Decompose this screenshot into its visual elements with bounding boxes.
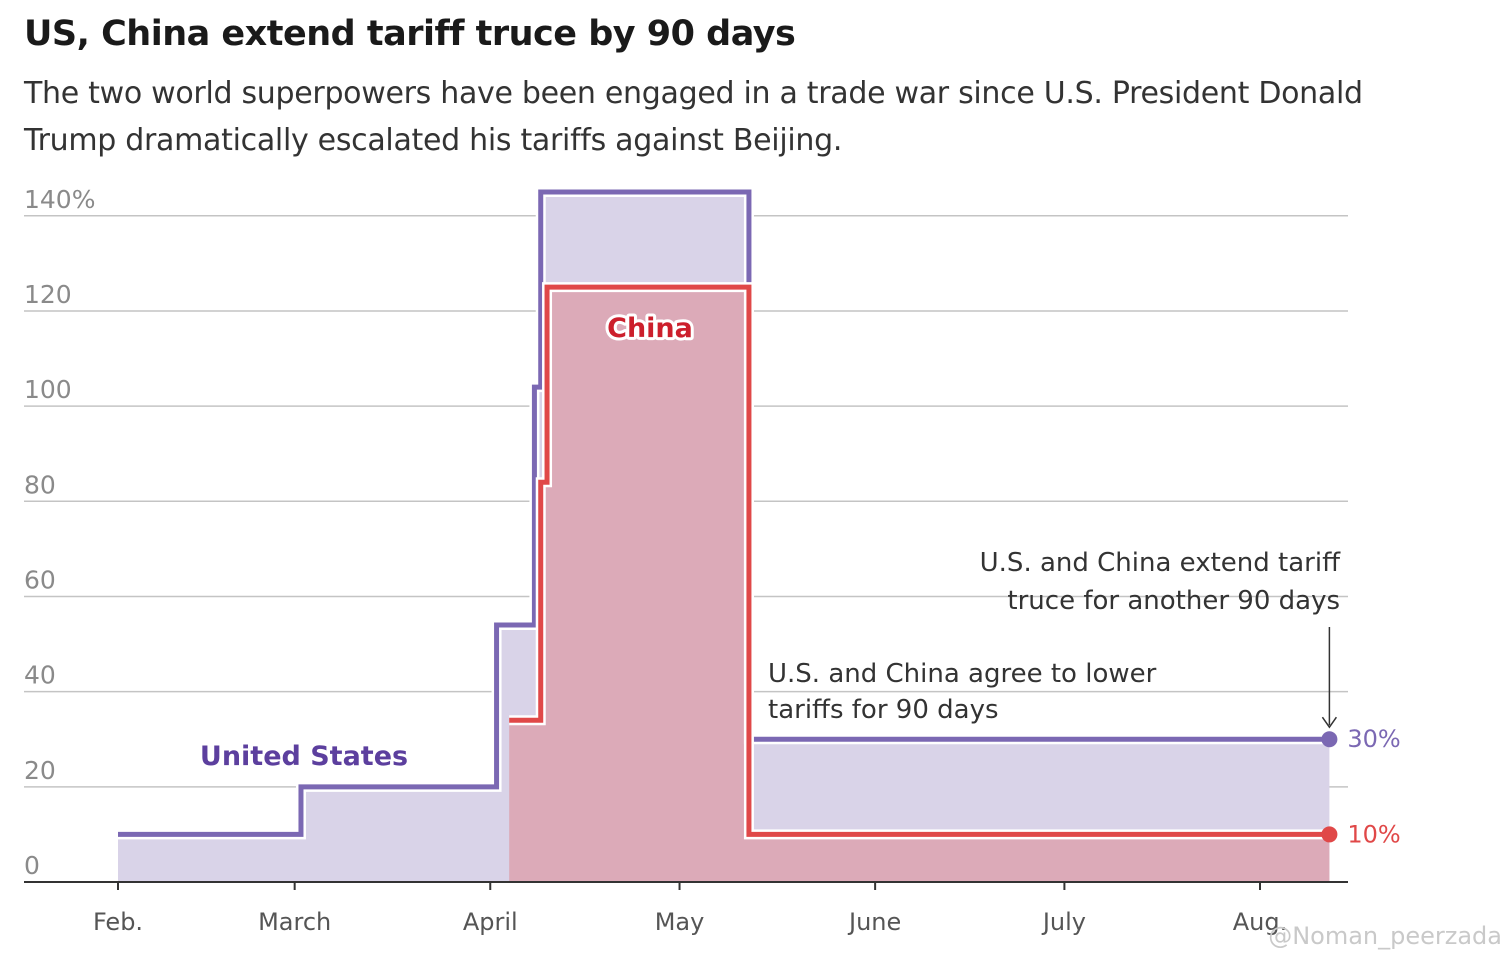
x-tick-label: Aug. [1233, 908, 1288, 936]
y-tick-label: 40 [24, 661, 56, 690]
end-label: 30% [1347, 725, 1400, 753]
x-tick-label: March [258, 908, 331, 936]
x-tick-label: July [1041, 908, 1086, 936]
series-label-us: United States [200, 741, 408, 772]
annotation-arrow-head [1321, 716, 1338, 729]
x-tick-label: June [847, 908, 901, 936]
series-label-china: China [607, 313, 693, 344]
y-tick-label: 140% [24, 185, 95, 214]
annotation-lower-tariffs: tariffs for 90 days [768, 695, 999, 725]
end-point [1321, 731, 1338, 748]
annotation-extend-truce: U.S. and China extend tariff [980, 548, 1341, 578]
china-area [509, 287, 1330, 882]
x-tick-label: Feb. [93, 908, 143, 936]
china-line [509, 284, 1330, 837]
end-label: 10% [1347, 820, 1400, 848]
annotation-extend-truce: truce for another 90 days [1007, 586, 1340, 616]
y-tick-label: 80 [24, 470, 56, 499]
x-tick-label: May [655, 908, 705, 936]
end-point [1321, 826, 1338, 843]
chart-title: US, China extend tariff truce by 90 days [24, 14, 796, 54]
y-tick-label: 60 [24, 565, 56, 594]
annotation-lower-tariffs: U.S. and China agree to lower [768, 659, 1157, 689]
watermark: @Noman_peerzada [1268, 922, 1502, 950]
x-tick-label: April [463, 908, 518, 936]
y-tick-label: 0 [24, 851, 40, 880]
y-tick-label: 120 [24, 280, 72, 309]
chart-subtitle: The two world superpowers have been enga… [24, 76, 1363, 158]
y-tick-label: 100 [24, 375, 72, 404]
y-tick-label: 20 [24, 756, 56, 785]
